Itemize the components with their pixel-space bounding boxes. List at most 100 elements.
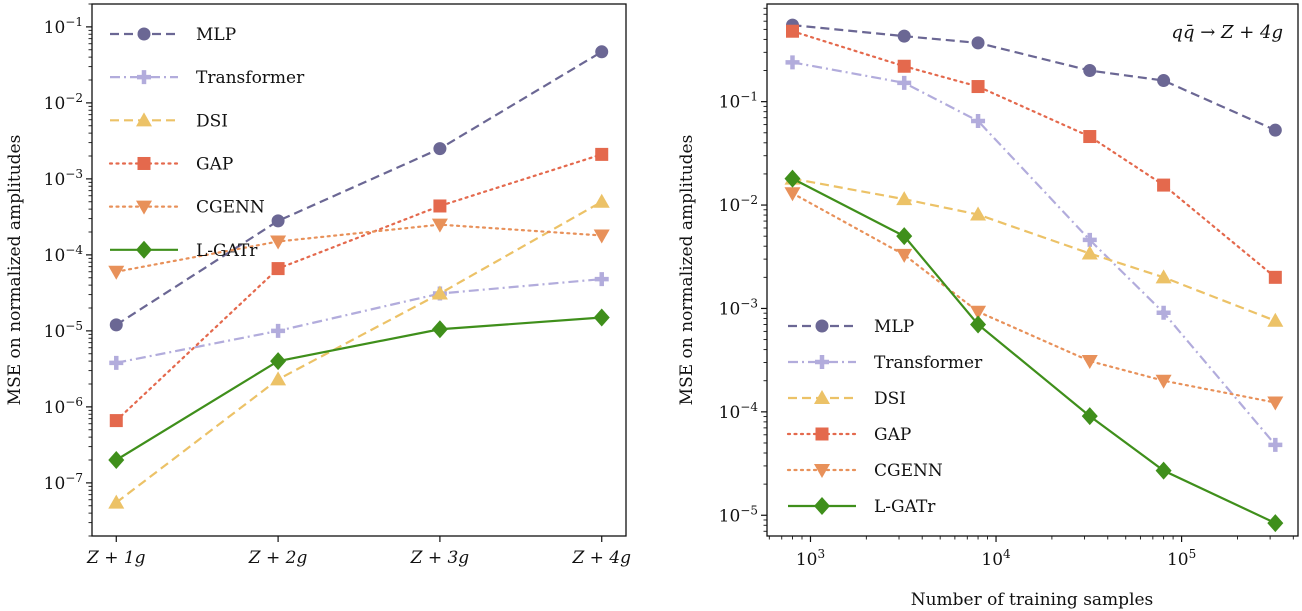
series-line xyxy=(791,192,1277,404)
plot-frame xyxy=(91,3,627,537)
data-point xyxy=(431,218,448,233)
data-point xyxy=(971,36,985,50)
series-l-gatr xyxy=(784,169,1284,533)
data-point xyxy=(108,265,125,280)
legend-entry-cgenn: CGENN xyxy=(786,461,943,481)
data-point xyxy=(593,193,610,208)
data-point xyxy=(109,318,123,332)
legend-entry-mlp: MLP xyxy=(110,25,236,45)
legend-entry-transformer: Transformer xyxy=(788,353,983,373)
series-line xyxy=(791,30,1277,279)
legend-label: L-GATr xyxy=(196,241,258,261)
data-point xyxy=(1155,461,1172,480)
x-tick-label: Z + 3g xyxy=(410,548,470,568)
data-point xyxy=(270,235,287,250)
data-point xyxy=(1082,232,1097,247)
legend-label: CGENN xyxy=(196,198,265,218)
data-point xyxy=(1157,74,1171,88)
legend-label: L-GATr xyxy=(874,497,936,517)
data-point xyxy=(1081,245,1098,260)
legend-entry-l-gatr: L-GATr xyxy=(110,240,258,261)
data-point xyxy=(271,262,285,276)
legend-entry-gap: GAP xyxy=(786,425,911,445)
data-point xyxy=(595,45,609,59)
series-line xyxy=(115,316,602,461)
legend-marker xyxy=(136,240,152,259)
data-point xyxy=(1155,269,1172,284)
data-point xyxy=(971,80,985,94)
y-tick-label: 10−6 xyxy=(44,395,83,418)
legend-entry-cgenn: CGENN xyxy=(108,198,265,218)
data-point xyxy=(593,308,610,327)
y-tick-label: 10−3 xyxy=(44,167,83,190)
series-line xyxy=(115,50,603,326)
data-point xyxy=(431,285,448,300)
legend-marker xyxy=(137,27,151,41)
left-y-axis-title: MSE on normalized amplitudes xyxy=(5,135,25,406)
data-point xyxy=(1081,355,1098,370)
process-annotation: qq̄ → Z + 4g xyxy=(1171,22,1283,43)
data-point xyxy=(970,206,987,221)
data-point xyxy=(897,75,912,90)
data-point xyxy=(1083,130,1097,144)
plot-frame xyxy=(766,3,1299,537)
data-point xyxy=(1268,270,1282,284)
data-point xyxy=(896,227,913,246)
data-point xyxy=(970,315,987,334)
y-tick-label: 10−1 xyxy=(44,15,83,38)
data-point xyxy=(785,55,800,70)
data-point xyxy=(271,323,286,338)
legend-entry-gap: GAP xyxy=(108,154,233,174)
legend-label: DSI xyxy=(196,111,228,131)
data-point xyxy=(1081,407,1098,426)
data-point xyxy=(971,114,986,129)
series-line xyxy=(116,278,602,364)
series-line xyxy=(115,200,603,504)
data-point xyxy=(431,320,448,339)
legend-label: MLP xyxy=(196,25,236,45)
series-l-gatr xyxy=(108,308,610,469)
y-tick-label: 10−3 xyxy=(719,296,758,319)
legend-label: Transformer xyxy=(874,353,983,373)
data-point xyxy=(108,494,125,509)
data-point xyxy=(271,214,285,228)
y-tick-label: 10−4 xyxy=(44,243,84,266)
data-point xyxy=(108,451,125,469)
y-tick-label: 10−7 xyxy=(44,471,83,494)
data-point xyxy=(593,229,610,244)
legend-entry-l-gatr: L-GATr xyxy=(788,497,936,517)
legend-marker xyxy=(137,70,151,85)
series-transformer xyxy=(785,55,1283,452)
x-tick-label: 103 xyxy=(796,547,825,570)
data-point xyxy=(594,272,609,287)
series-line xyxy=(791,177,1276,525)
x-tick-label: Z + 4g xyxy=(571,548,631,568)
data-point xyxy=(1268,123,1282,137)
data-point xyxy=(270,371,287,386)
data-point xyxy=(896,248,913,263)
data-point xyxy=(595,147,609,161)
legend-label: CGENN xyxy=(874,461,943,481)
legend-marker xyxy=(814,497,830,515)
y-tick-label: 10−2 xyxy=(719,193,758,216)
data-point xyxy=(897,59,911,73)
legend-marker xyxy=(136,112,152,127)
series-dsi xyxy=(784,170,1284,327)
legend-marker xyxy=(814,390,830,404)
data-point xyxy=(1155,374,1172,389)
y-tick-label: 10−1 xyxy=(719,90,758,113)
y-tick-label: 10−5 xyxy=(44,319,83,342)
legend-marker xyxy=(815,355,829,369)
legend-marker xyxy=(815,319,829,333)
data-point xyxy=(1267,312,1284,327)
legend-entry-transformer: Transformer xyxy=(110,68,305,88)
legend-marker xyxy=(136,200,152,215)
legend-label: Transformer xyxy=(196,68,305,88)
y-tick-label: 10−5 xyxy=(719,503,758,526)
series-line xyxy=(792,24,1276,132)
data-point xyxy=(896,191,913,206)
data-point xyxy=(109,414,123,428)
data-point xyxy=(1267,396,1284,411)
data-point xyxy=(1083,64,1097,78)
